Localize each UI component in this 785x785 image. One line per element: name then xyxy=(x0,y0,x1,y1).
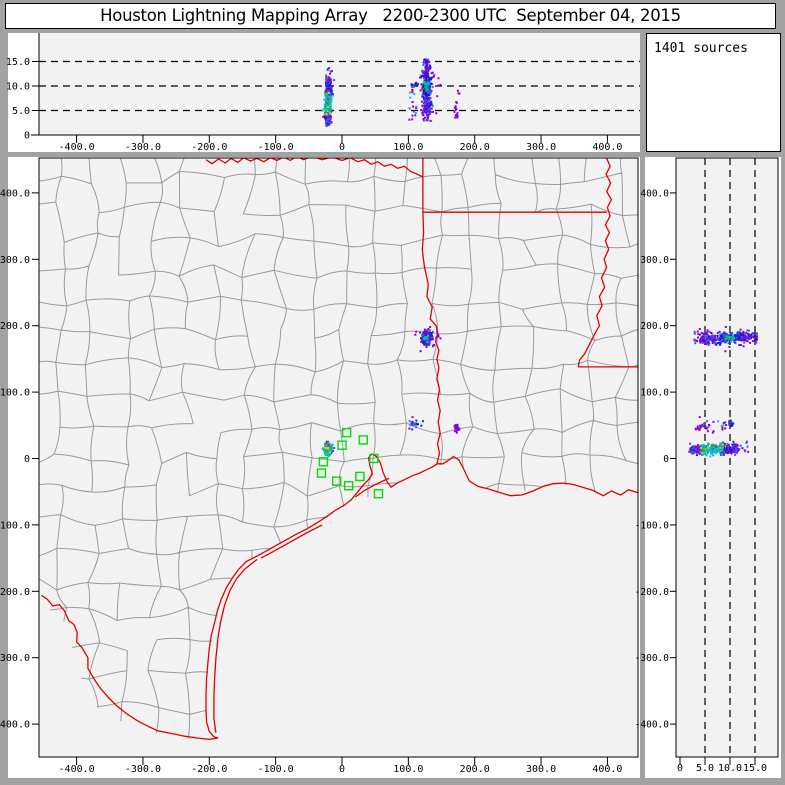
panel-ns-altitude: 400.0 300.0 200.0 100.0 0 -100.0 -200.0 -300.0 -… xyxy=(635,158,767,774)
svg-text:100.0: 100.0 xyxy=(393,142,423,153)
svg-text:-400.0: -400.0 xyxy=(59,764,95,775)
svg-text:-300.0: -300.0 xyxy=(0,653,30,664)
map-axes: -400.0 -300.0 -200.0 -100.0 0 100.0 200.0 300.0… xyxy=(0,188,622,775)
svg-text:300.0: 300.0 xyxy=(0,255,30,266)
panel-plan-map xyxy=(39,158,638,741)
svg-text:-400.0: -400.0 xyxy=(635,720,670,731)
svg-text:300.0: 300.0 xyxy=(526,764,556,775)
svg-text:400.0: 400.0 xyxy=(592,764,622,775)
svg-text:-100.0: -100.0 xyxy=(258,142,294,153)
svg-text:-300.0: -300.0 xyxy=(125,764,161,775)
svg-text:100.0: 100.0 xyxy=(393,764,423,775)
lightning-points-ns xyxy=(688,326,758,458)
svg-text:-300.0: -300.0 xyxy=(635,653,670,664)
svg-text:-100.0: -100.0 xyxy=(0,520,30,531)
svg-text:300.0: 300.0 xyxy=(640,255,669,266)
sources-count-box: 1401 sources xyxy=(646,33,781,152)
lightning-points-plan xyxy=(321,326,461,458)
svg-text:-100.0: -100.0 xyxy=(635,520,670,531)
figure-title: Houston Lightning Mapping Array 2200-230… xyxy=(5,3,776,29)
svg-text:400.0: 400.0 xyxy=(640,188,669,199)
svg-text:0: 0 xyxy=(24,454,30,465)
svg-text:15.0: 15.0 xyxy=(6,57,30,68)
svg-text:-300.0: -300.0 xyxy=(125,142,161,153)
svg-text:0: 0 xyxy=(339,142,345,153)
svg-text:0: 0 xyxy=(663,454,669,465)
svg-text:200.0: 200.0 xyxy=(460,142,490,153)
svg-text:0: 0 xyxy=(677,763,683,774)
svg-text:-100.0: -100.0 xyxy=(258,764,294,775)
svg-text:200.0: 200.0 xyxy=(640,321,669,332)
lma-stations xyxy=(316,427,384,499)
svg-text:-200.0: -200.0 xyxy=(0,587,30,598)
svg-text:10.0: 10.0 xyxy=(718,763,742,774)
svg-text:-200.0: -200.0 xyxy=(191,764,227,775)
svg-text:-200.0: -200.0 xyxy=(191,142,227,153)
svg-text:200.0: 200.0 xyxy=(0,321,30,332)
svg-text:5.0: 5.0 xyxy=(696,763,714,774)
svg-text:0: 0 xyxy=(24,131,30,142)
svg-text:-200.0: -200.0 xyxy=(635,587,670,598)
svg-text:200.0: 200.0 xyxy=(460,764,490,775)
svg-text:300.0: 300.0 xyxy=(526,142,556,153)
lightning-points-ew xyxy=(321,58,461,128)
svg-text:-400.0: -400.0 xyxy=(59,142,95,153)
svg-text:-400.0: -400.0 xyxy=(0,720,30,731)
panel-ew-altitude: 0 5.0 10.0 15.0 -400.0 -300.0 -200.0 -100.0 0 100… xyxy=(6,33,640,153)
svg-text:15.0: 15.0 xyxy=(743,763,767,774)
svg-text:10.0: 10.0 xyxy=(6,82,30,93)
svg-text:0: 0 xyxy=(339,764,345,775)
sources-count-label: 1401 sources xyxy=(654,41,748,56)
svg-text:5.0: 5.0 xyxy=(12,106,30,117)
svg-text:400.0: 400.0 xyxy=(0,188,30,199)
svg-text:100.0: 100.0 xyxy=(640,388,669,399)
svg-text:400.0: 400.0 xyxy=(592,142,622,153)
svg-text:100.0: 100.0 xyxy=(0,388,30,399)
